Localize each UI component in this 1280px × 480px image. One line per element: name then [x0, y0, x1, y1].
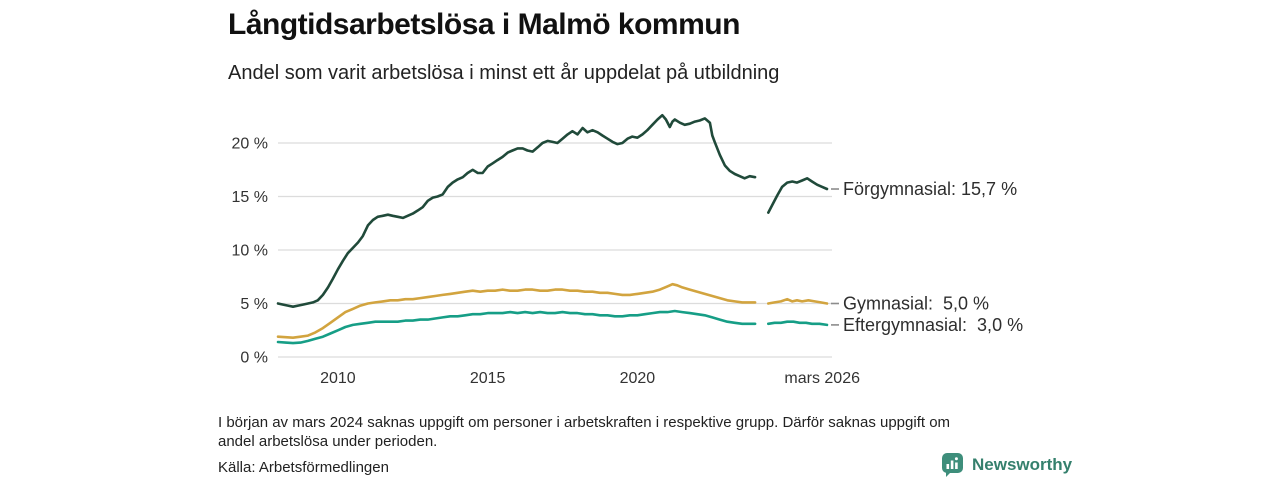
y-tick-label: 10 % [232, 243, 268, 260]
logo-dot [954, 457, 958, 461]
y-tick-label: 20 % [232, 136, 268, 153]
footnote: I början av mars 2024 saknas uppgift om … [218, 413, 950, 451]
series-end-label-eftergymnasial: Eftergymnasial: 3,0 % [843, 315, 1023, 335]
newsworthy-brand: Newsworthy [941, 452, 1072, 478]
series-line-gymnasial [766, 297, 829, 305]
y-tick-label: 15 % [232, 189, 268, 206]
x-tick-label: mars 2026 [784, 370, 860, 387]
series-end-label-forgymnasial: Förgymnasial: 15,7 % [843, 179, 1017, 199]
footnote-line-1: I början av mars 2024 saknas uppgift om … [218, 414, 951, 431]
y-tick-label: 5 % [240, 296, 268, 313]
series-line-forgymnasial [276, 113, 757, 309]
series-line-eftergymnasial [766, 320, 829, 327]
series-line-eftergymnasial [276, 309, 757, 345]
x-tick-label: 2010 [320, 370, 356, 387]
y-tick-label: 0 % [240, 350, 268, 367]
newsworthy-logo-icon [942, 453, 963, 477]
source-credit: Källa: Arbetsförmedlingen [218, 459, 389, 476]
x-tick-label: 2015 [470, 370, 506, 387]
logo-bar-small [946, 464, 950, 469]
logo-bar-medium [955, 462, 958, 469]
newsworthy-brand-name: Newsworthy [972, 455, 1073, 474]
logo-bubble-tail [946, 471, 952, 477]
series-line-forgymnasial [766, 177, 829, 214]
page-subtitle: Andel som varit arbetslösa i minst ett å… [228, 62, 780, 84]
logo-bar-tall [950, 460, 954, 469]
page-title: Långtidsarbetslösa i Malmö kommun [228, 8, 740, 41]
series-line-gymnasial [276, 282, 757, 340]
x-tick-label: 2020 [620, 370, 656, 387]
footnote-line-2: andel arbetslösa under perioden. [218, 433, 438, 450]
series-end-label-gymnasial: Gymnasial: 5,0 % [843, 294, 989, 314]
